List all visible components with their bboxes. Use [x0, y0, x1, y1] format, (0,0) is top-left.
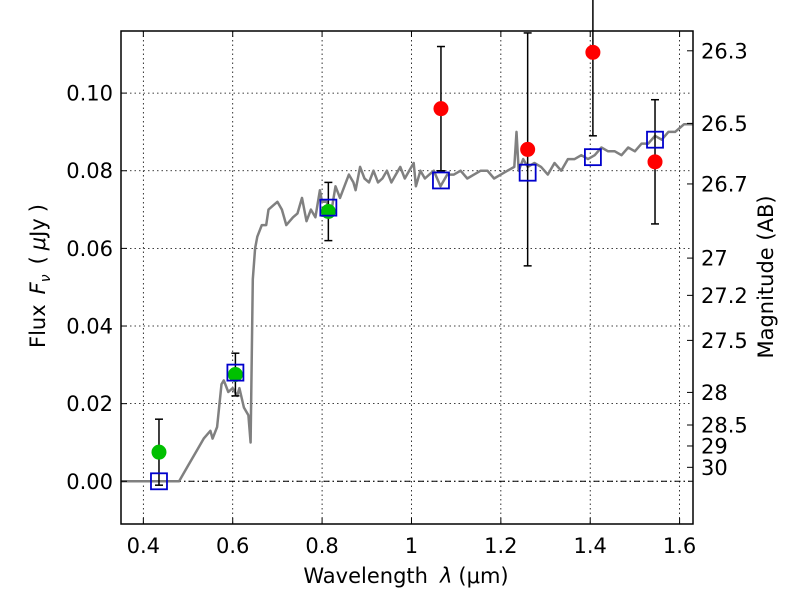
y-axis-label: FluxFν(μJy) [26, 204, 54, 348]
y-tick-label: 0.06 [66, 237, 113, 261]
data-point [520, 141, 536, 157]
data-point [320, 204, 336, 220]
model-photometry-point [584, 148, 602, 167]
plot-frame [120, 30, 694, 525]
x-tick-label: 1 [405, 534, 418, 558]
data-point [151, 444, 167, 460]
magnitude-tick-label: 29 [701, 434, 728, 458]
x-axis-label: Wavelength λ (μm) [303, 564, 508, 588]
data-point [433, 101, 449, 117]
magnitude-tick-label: 27.5 [701, 329, 748, 353]
x-tick-label: 1.6 [663, 534, 696, 558]
model-photometry-point [518, 163, 537, 182]
magnitude-tick-label: 28 [701, 381, 728, 405]
magnitude-axis-label: Magnitude (AB) [754, 195, 778, 358]
y-tick-label: 0.02 [66, 392, 113, 416]
data-point [585, 44, 601, 60]
model-sed [121, 122, 693, 483]
model-photometry-point [319, 198, 338, 217]
y-tick-label: 0.10 [66, 82, 113, 106]
magnitude-tick-label: 27 [701, 247, 728, 271]
y-tick-label: 0.00 [66, 470, 113, 494]
x-tick-label: 1.4 [574, 534, 607, 558]
magnitude-tick-label: 26.5 [701, 112, 748, 136]
model-sed-line [121, 122, 693, 483]
model-photometry-point [226, 363, 245, 382]
magnitude-tick-label: 30 [701, 456, 728, 480]
data-markers [150, 0, 664, 491]
x-tick-label: 1.2 [484, 534, 517, 558]
magnitude-tick-label: 26.3 [701, 39, 748, 63]
x-tick-label: 0.6 [216, 534, 249, 558]
magnitude-tick-label: 28.5 [701, 414, 748, 438]
data-point [227, 367, 243, 383]
grid [121, 31, 693, 524]
x-tick-label: 0.8 [305, 534, 338, 558]
y-tick-label: 0.08 [66, 159, 113, 183]
magnitude-tick-label: 27.2 [701, 284, 748, 308]
model-photometry-point [646, 130, 664, 149]
axis-ticks: 0.4 0.6 0.8 1 1.2 1.4 1.6 0.00 0.02 0.04 0.06 0.08 0… [66, 31, 748, 558]
x-tick-label: 0.4 [127, 534, 160, 558]
data-point [647, 154, 663, 170]
model-photometry-point [150, 472, 168, 491]
y-tick-label: 0.04 [66, 315, 113, 339]
model-photometry-point [432, 171, 450, 190]
magnitude-tick-label: 26.7 [701, 172, 748, 196]
